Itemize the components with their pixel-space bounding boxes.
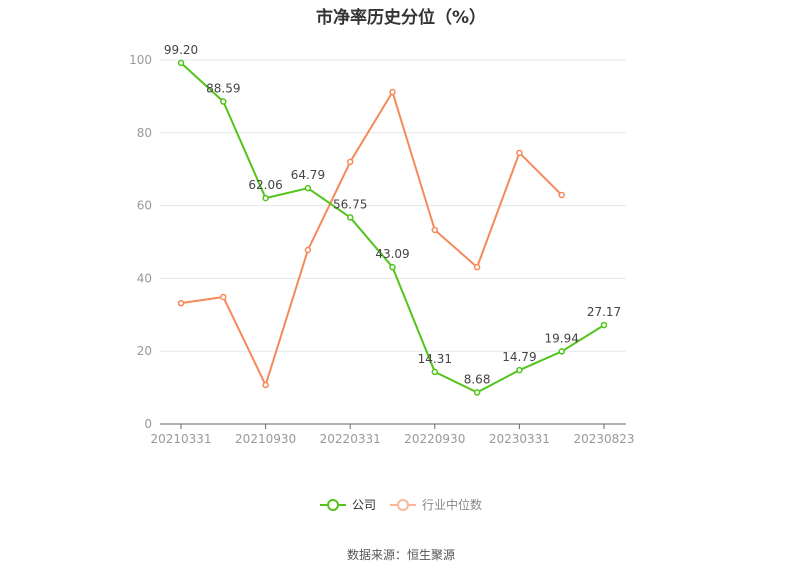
legend-label: 行业中位数 [422,498,483,512]
data-point[interactable] [558,348,565,355]
x-tick-label: 20210331 [150,432,211,446]
data-labels: 99.20 88.59 62.06 64.79 56.75 43.09 14.31 8.68 1… [164,43,621,386]
legend-item-industry-median[interactable]: 行业中位数 [390,496,482,513]
data-point[interactable] [473,389,481,396]
data-point[interactable] [220,293,227,301]
data-point[interactable] [431,368,439,376]
data-label: 8.68 [464,372,491,386]
x-tick-label: 20220331 [320,432,381,446]
grid-lines [160,59,626,352]
y-tick-label: 20 [137,344,152,358]
x-tick-label: 20230331 [489,432,550,446]
y-tick-label: 0 [144,417,152,431]
data-point[interactable] [304,184,312,192]
y-tick-label: 40 [137,271,152,285]
chart-title: 市净率历史分位（%） [315,8,487,28]
data-point[interactable] [431,226,439,234]
data-label: 88.59 [206,82,240,96]
data-label: 56.75 [333,197,367,211]
data-label: 62.06 [248,178,282,192]
industry-median-line [180,91,563,387]
legend-label: 公司 [351,498,376,512]
data-label: 14.79 [502,350,536,364]
data-point[interactable] [262,381,269,389]
data-label: 27.17 [587,305,621,319]
data-point[interactable] [220,98,227,105]
data-point[interactable] [600,321,608,329]
data-point[interactable] [177,59,185,67]
y-axis: 0 20 40 60 80 100 [129,53,152,431]
y-tick-label: 60 [137,199,152,213]
data-point[interactable] [558,191,565,199]
x-tick-label: 20220930 [404,432,465,446]
data-point[interactable] [346,158,354,166]
x-tick-label: 20230823 [573,432,634,446]
line-circle-icon [390,498,416,511]
data-point[interactable] [177,299,185,307]
series-layer [177,59,608,396]
data-point[interactable] [262,194,269,202]
data-label: 64.79 [291,168,325,182]
data-point[interactable] [389,263,396,271]
y-tick-label: 80 [137,126,152,140]
y-tick-label: 100 [129,53,152,67]
data-point[interactable] [389,88,396,96]
x-axis: 20210331 20210930 20220331 20220930 20230331… [150,423,635,446]
data-source: 数据来源：恒生聚源 [346,548,455,562]
legend: 公司 行业中位数 [0,496,802,513]
data-label: 14.31 [418,352,452,366]
data-point[interactable] [346,214,354,221]
data-point[interactable] [304,246,312,254]
data-point[interactable] [516,149,523,157]
legend-item-company[interactable]: 公司 [319,496,376,513]
data-label: 19.94 [545,331,579,345]
data-point[interactable] [473,263,481,271]
data-label: 99.20 [164,43,198,57]
data-label: 43.09 [375,247,409,261]
data-point[interactable] [516,366,523,374]
line-circle-icon [319,498,346,511]
x-tick-label: 20210930 [235,432,296,446]
